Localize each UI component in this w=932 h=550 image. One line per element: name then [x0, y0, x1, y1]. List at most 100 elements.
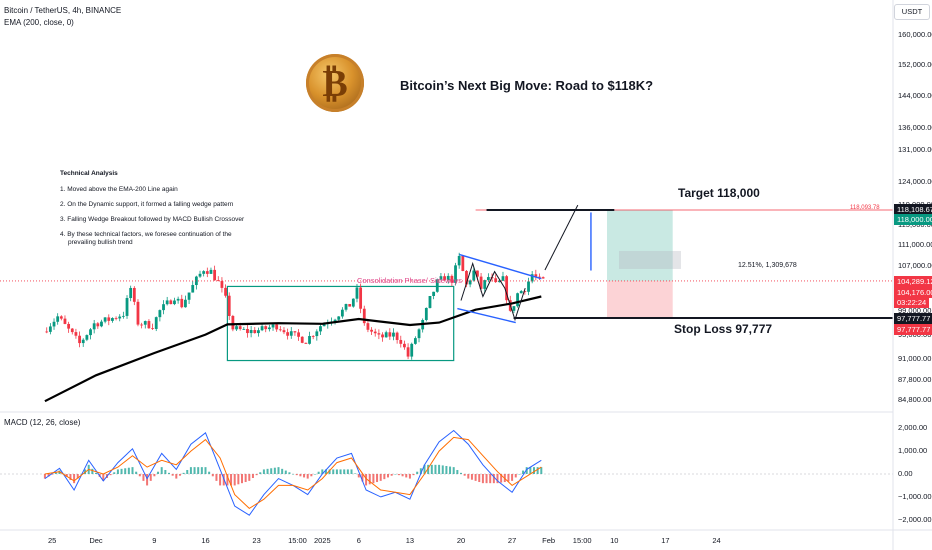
macd-histogram-bar — [284, 470, 287, 474]
macd-histogram-bar — [127, 467, 130, 474]
macd-histogram-bar — [109, 474, 112, 476]
macd-histogram-bar — [47, 474, 50, 477]
macd-histogram-bar — [204, 467, 207, 474]
macd-histogram-bar — [478, 474, 481, 483]
macd-histogram-bar — [335, 469, 338, 474]
time-tick-label: Feb — [542, 536, 556, 545]
macd-tick-label: 1,000.00 — [898, 446, 928, 456]
candle-body — [457, 255, 461, 266]
macd-histogram-bar — [419, 468, 422, 474]
macd-histogram-bar — [434, 464, 437, 474]
candle-body — [315, 331, 319, 337]
macd-tick-label: −2,000.00 — [898, 514, 932, 524]
candle-body — [209, 269, 213, 274]
macd-histogram-bar — [481, 474, 484, 484]
macd-histogram-bar — [160, 467, 163, 474]
macd-histogram-bar — [492, 474, 495, 484]
macd-histogram-bar — [470, 474, 473, 480]
candle-body — [395, 332, 399, 340]
macd-histogram-bar — [365, 474, 368, 486]
macd-histogram-bar — [149, 474, 152, 481]
macd-histogram-bar — [412, 474, 415, 476]
macd-histogram-bar — [397, 474, 400, 476]
candle-body — [351, 298, 355, 307]
candle-body — [103, 317, 107, 322]
candle-body — [435, 279, 439, 292]
macd-histogram-bar — [277, 467, 280, 474]
macd-histogram-bar — [215, 474, 218, 481]
price-tag: 118,108.67 — [894, 204, 932, 216]
candle-body — [384, 332, 388, 338]
candle-body — [260, 326, 264, 331]
macd-histogram-bar — [536, 467, 539, 474]
candle-body — [121, 315, 125, 317]
macd-histogram-bar — [76, 474, 79, 479]
position-stats: 12.51%, 1,309,678 — [738, 262, 797, 269]
price-tick-label: 99,000.00 — [898, 305, 932, 315]
candle-body — [180, 298, 184, 308]
candle-body — [322, 324, 326, 327]
macd-tick-label: 2,000.00 — [898, 423, 928, 433]
target-annotation: Target 118,000 — [678, 186, 760, 200]
macd-histogram-bar — [390, 474, 393, 476]
macd-histogram-bar — [533, 467, 535, 474]
candle-body — [286, 332, 290, 336]
price-tick-label: 107,000.00 — [898, 261, 932, 271]
macd-tick-label: −1,000.00 — [898, 491, 932, 501]
macd-histogram-bar — [266, 468, 269, 474]
candle-body — [111, 318, 114, 321]
candle-body — [483, 280, 487, 289]
candle-body — [187, 292, 191, 300]
candle-body — [297, 332, 300, 337]
macd-histogram-bar — [416, 471, 419, 474]
macd-pane — [0, 429, 893, 516]
macd-histogram-bar — [368, 474, 371, 485]
price-tick-label: 160,000.00 — [898, 30, 932, 40]
macd-histogram-bar — [113, 472, 116, 474]
macd-histogram-bar — [255, 474, 258, 476]
macd-histogram-bar — [372, 474, 375, 484]
candle-body — [45, 331, 49, 333]
candle-body — [224, 287, 227, 296]
macd-histogram-bar — [332, 469, 335, 474]
time-tick-label: 10 — [610, 536, 619, 545]
macd-histogram-bar — [343, 469, 346, 474]
macd-histogram-bar — [408, 474, 411, 479]
note-item: 1. Moved above the EMA-200 Line again — [60, 186, 178, 193]
time-tick-label: 17 — [661, 536, 670, 545]
candle-body — [81, 339, 85, 344]
target-line-label: 118,093.78 — [850, 205, 880, 211]
macd-histogram-bar — [54, 472, 57, 474]
candle-body — [67, 323, 71, 329]
time-tick-label: 2025 — [313, 536, 331, 545]
macd-histogram-bar — [303, 474, 306, 478]
target-stop-levels — [0, 209, 893, 320]
candle-body — [125, 298, 129, 316]
headline: Bitcoin’s Next Big Move: Road to $118K? — [400, 78, 654, 93]
candle-body — [304, 342, 308, 344]
macd-histogram-bar — [138, 474, 141, 477]
candle-body — [169, 300, 173, 305]
macd-histogram-bar — [511, 474, 514, 481]
candle-body — [52, 321, 56, 327]
candle-body — [403, 343, 406, 348]
price-tag: 97,777.77 — [894, 324, 932, 335]
projection-arrow — [544, 204, 579, 271]
symbol-title: Bitcoin / TetherUS, 4h, BINANCE — [4, 6, 122, 15]
currency-button[interactable]: USDT — [894, 4, 930, 20]
time-tick-label: 15:00 — [572, 536, 592, 545]
macd-histogram-bar — [65, 474, 68, 477]
macd-histogram-bar — [460, 472, 462, 474]
candle-body — [362, 308, 366, 324]
macd-histogram-bar — [441, 465, 444, 474]
macd-histogram-bar — [73, 474, 76, 484]
ema-200-line — [44, 295, 542, 403]
candle-body — [424, 307, 428, 321]
candle-body — [205, 271, 209, 274]
macd-histogram-bar — [452, 467, 455, 474]
candle-body — [439, 276, 443, 280]
price-tick-label: 131,000.00 — [898, 144, 932, 154]
candle-body — [417, 329, 421, 339]
